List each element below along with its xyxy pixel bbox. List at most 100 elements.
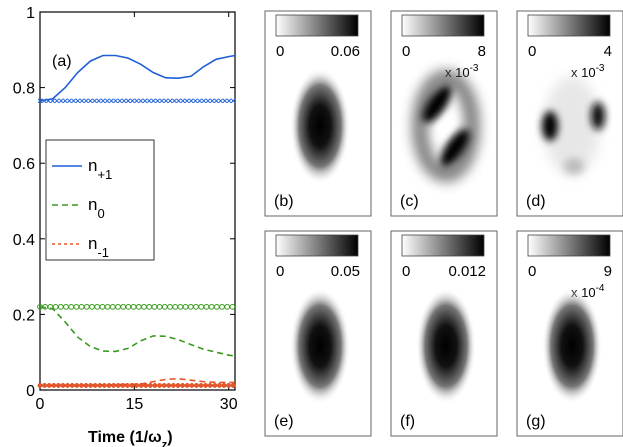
legend-label: n-1 [88, 234, 109, 260]
dot-marker [37, 383, 43, 388]
x-marker [46, 98, 51, 104]
colorbar-multiplier: x 10-3 [571, 63, 605, 80]
x-marker [176, 98, 181, 104]
dot-marker [147, 383, 153, 388]
density-spot [542, 111, 558, 141]
x-marker [151, 98, 156, 104]
series-3-o-markers [37, 303, 236, 310]
y-tick-label: 0.6 [13, 156, 35, 173]
density-blob [542, 288, 602, 404]
heatmap-panels-group: 0 0.06(b)0 8x 10-3(c)0 4x 10-3(d)0 0.05(e)0 0… [264, 10, 623, 437]
density-faint-spot [564, 158, 584, 174]
heatmap-panel-f: 0 0.012 (f) [390, 230, 498, 437]
colorbar-min-label: 0 [276, 263, 284, 280]
x-marker [226, 98, 232, 104]
dot-marker [212, 383, 218, 388]
colorbar-max-label: 0.06 [331, 43, 360, 60]
colorbar [401, 234, 485, 257]
dot-marker [134, 383, 140, 388]
x-marker [79, 98, 85, 104]
colorbar [527, 14, 611, 37]
density-blob [416, 288, 476, 404]
dot-marker [161, 383, 167, 388]
series-2-dashed [39, 306, 236, 357]
x-marker [205, 98, 211, 104]
x-marker [146, 98, 152, 104]
dot-marker [74, 383, 80, 388]
legend-label: n+1 [88, 156, 112, 182]
panel-label: (g) [526, 413, 546, 430]
density-blob [290, 68, 350, 184]
density-lobe [440, 129, 470, 167]
x-marker [209, 98, 215, 104]
dot-marker [115, 383, 121, 388]
circle-marker [229, 303, 236, 310]
colorbar [527, 234, 611, 257]
colorbar [275, 234, 359, 257]
dot-marker [216, 383, 222, 388]
dot-marker [46, 383, 52, 388]
x-marker [155, 98, 160, 104]
dot-marker [226, 383, 232, 388]
x-marker [96, 98, 102, 104]
y-tick-label: 1 [26, 5, 35, 22]
x-marker [214, 98, 219, 104]
x-marker [113, 98, 118, 104]
colorbar-max-label: 0.05 [331, 263, 360, 280]
colorbar-max-label: 8 [478, 43, 486, 60]
colorbar [401, 14, 485, 37]
dot-marker [157, 383, 163, 388]
x-marker [172, 98, 177, 104]
dot-marker [180, 383, 186, 388]
x-marker [50, 98, 55, 104]
dot-marker [138, 383, 144, 388]
x-marker [188, 98, 194, 104]
x-marker [58, 98, 64, 104]
legend-label: n0 [88, 195, 105, 221]
x-marker [230, 98, 236, 104]
x-marker [197, 98, 202, 104]
x-marker [134, 98, 139, 104]
x-marker [218, 98, 223, 104]
density-halo [544, 76, 600, 176]
dot-marker [170, 383, 176, 388]
x-marker [109, 98, 114, 104]
dot-marker [65, 383, 71, 388]
dot-marker [88, 383, 94, 388]
x-marker [180, 98, 186, 104]
panel-frame [390, 10, 498, 217]
colorbar-min-label: 0 [528, 263, 536, 280]
x-marker [125, 98, 131, 104]
dot-marker [56, 383, 61, 388]
x-marker [163, 98, 169, 104]
x-marker [88, 98, 93, 104]
heatmap-panel-g: 09x 10-4(g) [516, 230, 623, 437]
x-tick-label: 30 [220, 396, 238, 413]
density-image [290, 288, 350, 404]
heatmap-panel-b: 0 0.06 (b) [264, 10, 372, 217]
dot-marker [60, 383, 66, 388]
series-line [39, 54, 236, 102]
density-image [542, 288, 602, 404]
colorbar-max-label: 4 [604, 43, 612, 60]
colorbar-min-label: 0 [402, 263, 410, 280]
dot-marker [193, 383, 199, 388]
x-marker [62, 98, 68, 104]
dot-marker [143, 383, 149, 388]
x-marker [167, 98, 173, 104]
x-marker [41, 98, 47, 104]
data-series-group [37, 54, 236, 388]
series-1-x-markers [37, 98, 236, 104]
colorbar-min-label: 0 [276, 43, 284, 60]
heatmap-panel-e: 0 0.05 (e) [264, 230, 372, 437]
density-blob [290, 288, 350, 404]
density-ring [412, 70, 480, 182]
dot-marker [207, 383, 213, 388]
legend-box [45, 139, 155, 261]
x-axis-label: Time (1/ωz) [88, 429, 173, 447]
x-tick-label: 15 [125, 396, 143, 413]
heatmap-panel-c: 0 8x 10-3(c) [390, 10, 498, 217]
dot-marker [79, 383, 84, 388]
x-marker [75, 98, 81, 104]
panel-label: (b) [274, 193, 294, 210]
